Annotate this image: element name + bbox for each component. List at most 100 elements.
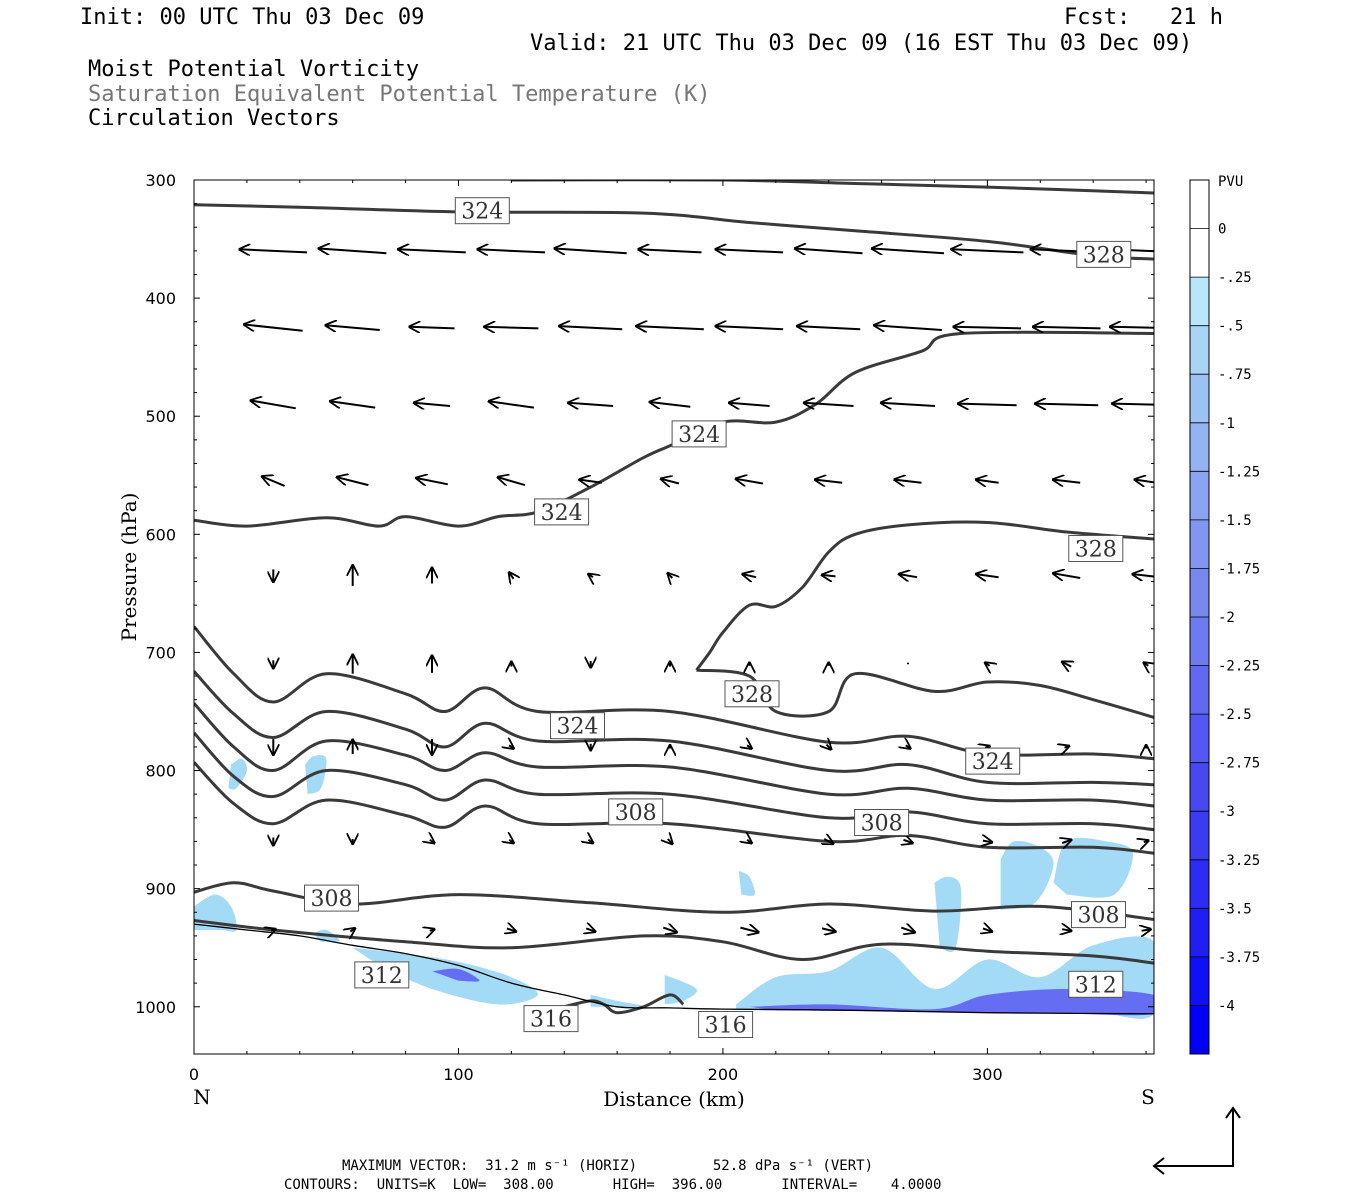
contour-label: 328 [1076, 240, 1132, 268]
vector-arrow [824, 839, 833, 844]
contour-label-box [454, 197, 510, 225]
vector-arrow [976, 480, 999, 483]
vector-arrow [904, 840, 913, 843]
contour-label-box [550, 712, 605, 740]
vector-arrow [410, 327, 455, 329]
y-tick-label: 800 [145, 762, 176, 781]
vector-arrow [484, 327, 539, 329]
vector-arrow [1144, 841, 1149, 843]
contour-label-box [965, 747, 1021, 775]
vector-arrow [958, 404, 1017, 406]
contour-label: 316 [523, 1005, 579, 1033]
vector-arrow [740, 928, 758, 933]
pv-region [1053, 837, 1133, 898]
field-title-thetaes: Saturation Equivalent Potential Temperat… [88, 82, 711, 107]
contour-label: 312 [1068, 970, 1124, 998]
vector-arrow [489, 401, 535, 407]
circulation-vectors [240, 249, 1154, 933]
vector-arrow [337, 477, 369, 487]
colorbar-swatch [1190, 908, 1209, 958]
contour-label-box [304, 884, 359, 912]
y-tick-label: 400 [145, 289, 176, 308]
colorbar-tick-label: -3.5 [1218, 901, 1252, 917]
vector-arrow [895, 480, 922, 483]
vector-arrow [1142, 929, 1151, 931]
y-tick-label: 900 [145, 880, 176, 899]
vector-arrow [815, 480, 843, 483]
vector-arrow [588, 840, 593, 843]
colorbar-tick-label: -.25 [1218, 270, 1252, 286]
vector-arrow [509, 745, 513, 748]
contour-label-text: 328 [1075, 538, 1117, 563]
contour-label-text: 312 [361, 964, 403, 989]
colorbar-swatch [1190, 374, 1209, 424]
colorbar-unit-label: PVU [1218, 174, 1243, 190]
vector-arrow [899, 574, 918, 577]
theta-contour-328 [695, 520, 1154, 672]
colorbar-swatch [1190, 519, 1209, 569]
vector-arrow [579, 480, 603, 483]
colorbar-tick-label: -3.75 [1218, 950, 1260, 966]
contour-label-text: 328 [731, 683, 773, 708]
field-title-mpv: Moist Potential Vorticity [88, 57, 420, 82]
vector-arrow [797, 326, 861, 329]
colorbar-tick-label: -1 [1218, 416, 1235, 432]
theta-contour-324 [194, 330, 1154, 528]
vector-arrow [872, 249, 945, 254]
colorbar-swatch [1190, 277, 1209, 327]
colorbar-swatch [1190, 471, 1209, 521]
contour-label-box [1076, 240, 1132, 268]
contour-label-text: 308 [311, 887, 353, 912]
contour-label-text: 324 [541, 501, 583, 526]
colorbar-tick-label: 0 [1218, 222, 1226, 238]
vector-arrow [662, 928, 677, 933]
vector-arrow [251, 401, 296, 410]
vector-arrow [1110, 327, 1154, 329]
pv-region-strong [432, 968, 480, 982]
colorbar-tick-label: -3 [1218, 804, 1235, 820]
theta-contour-308 [194, 881, 1154, 921]
vector-arrow [414, 403, 451, 406]
colorbar-tick-label: -1.75 [1218, 561, 1260, 577]
axes: 300 400 500 600 700 800 900 1000 0 100 200 300 N S Dis… [117, 171, 1155, 1111]
pv-region [664, 974, 698, 1005]
vector-arrow [498, 477, 526, 487]
vector-arrow [650, 402, 691, 407]
contour-label-box [1068, 970, 1124, 998]
vector-arrow [1062, 662, 1071, 667]
vector-arrow [1133, 574, 1154, 577]
contour-label-text: 308 [615, 801, 657, 826]
vector-arrow [822, 575, 836, 577]
vector-arrow [985, 746, 990, 748]
y-tick-label: 600 [145, 525, 176, 544]
x-tick-label: 100 [443, 1065, 474, 1084]
colorbar-swatch [1190, 228, 1209, 278]
reference-vector-icon [1152, 1106, 1241, 1175]
colorbar-tick-label: -1.25 [1218, 464, 1260, 480]
vector-arrow [954, 327, 1022, 329]
contour-label-box [354, 961, 410, 989]
field-title-vectors: Circulation Vectors [88, 106, 340, 131]
colorbar-tick-label: -2 [1218, 610, 1235, 626]
colorbar-swatch [1190, 714, 1209, 764]
valid-time: Valid: 21 UTC Thu 03 Dec 09 (16 EST Thu … [530, 31, 1193, 56]
contour-label: 324 [671, 420, 727, 448]
vector-arrow [736, 479, 764, 484]
vector-arrow [983, 841, 992, 843]
vector-arrow [1062, 840, 1071, 843]
vector-arrow [804, 403, 854, 406]
vector-arrow [1035, 404, 1099, 406]
contour-label: 328 [1068, 535, 1124, 563]
vector-arrow [1144, 663, 1149, 666]
x-tick-label: 300 [972, 1065, 1003, 1084]
contour-label: 312 [354, 961, 410, 989]
colorbar-swatch [1190, 617, 1209, 667]
vector-arrow [588, 574, 593, 577]
contour-label: 324 [454, 197, 510, 225]
vector-arrow [716, 326, 784, 329]
vector-arrow [330, 401, 376, 407]
vector-arrow [874, 325, 942, 330]
vector-arrow [743, 574, 757, 577]
contour-label: 308 [608, 798, 664, 826]
